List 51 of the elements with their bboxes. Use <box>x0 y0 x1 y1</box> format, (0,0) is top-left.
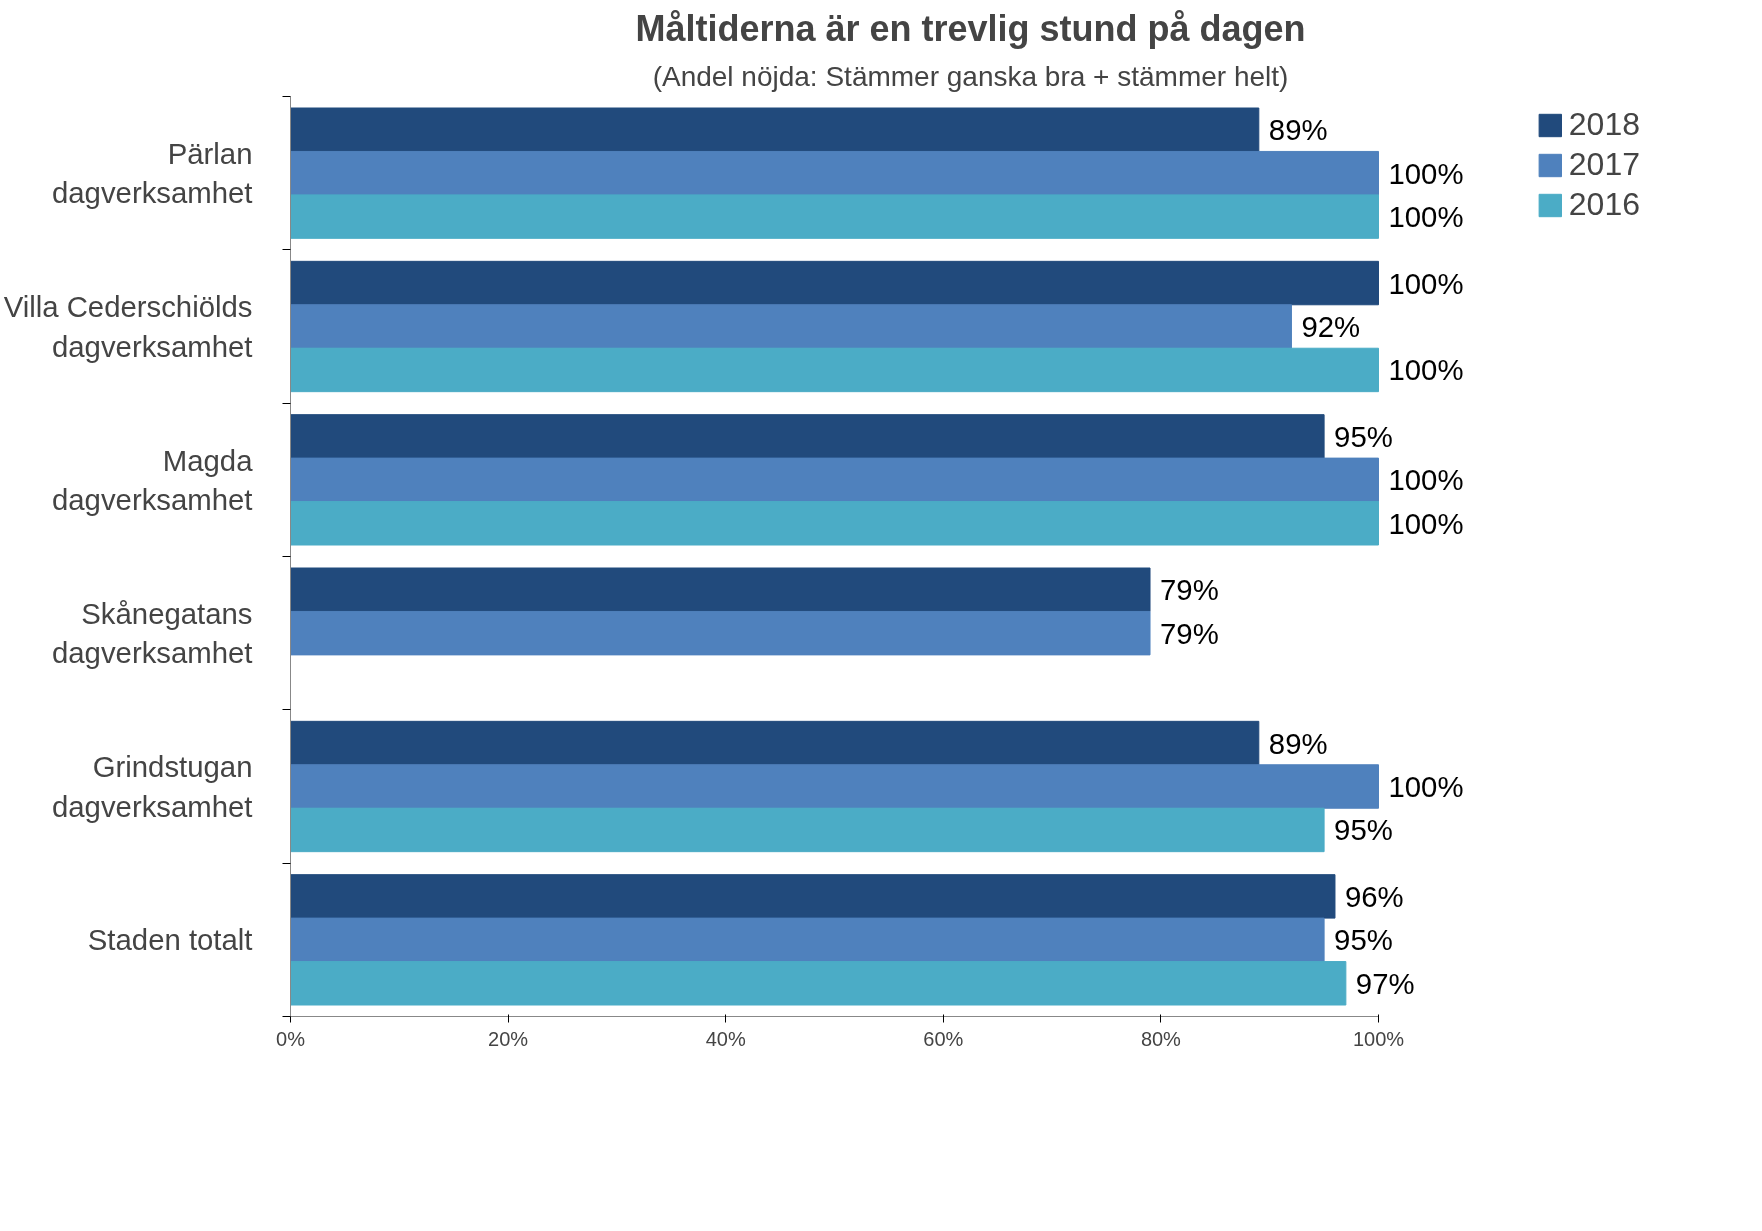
bar <box>290 610 1151 656</box>
x-tick-label: 80% <box>1140 1027 1182 1050</box>
data-label: 95% <box>1334 923 1393 957</box>
bar <box>290 807 1325 853</box>
bar <box>290 874 1336 919</box>
y-tick-label: Grindstugan dagverksamhet <box>51 750 253 823</box>
bar <box>290 107 1260 152</box>
data-label: 96% <box>1344 879 1404 913</box>
x-tick-label: 0% <box>276 1027 306 1050</box>
bar <box>290 764 1379 809</box>
bar <box>290 414 1325 459</box>
bar <box>290 347 1379 393</box>
x-tick-label: 60% <box>923 1027 964 1050</box>
y-tick-label: Staden totalt <box>87 923 253 957</box>
y-tick-label: Skånegatans dagverksamhet <box>51 596 253 670</box>
y-tick-label: Magda dagverksamhet <box>51 443 254 517</box>
data-label: 100% <box>1388 353 1464 387</box>
data-label: 100% <box>1388 770 1464 803</box>
data-label: 97% <box>1355 966 1415 1000</box>
data-label: 92% <box>1301 310 1361 343</box>
bar <box>290 194 1379 239</box>
bar <box>290 917 1325 963</box>
bar <box>290 567 1151 612</box>
legend-label: 2016 <box>1568 186 1640 223</box>
bar <box>290 720 1260 766</box>
y-tick-label: Pärlan dagverksamhet <box>51 136 253 210</box>
data-label: 100% <box>1388 506 1464 540</box>
data-label: 95% <box>1334 419 1393 453</box>
bar <box>290 457 1379 503</box>
data-label: 79% <box>1160 616 1219 650</box>
bar <box>290 260 1379 306</box>
y-tick-label: Villa Cederschiölds dagverksamhet <box>3 290 253 363</box>
data-label: 95% <box>1334 813 1393 847</box>
data-label: 100% <box>1388 463 1464 497</box>
chart-title: Måltiderna är en trevlig stund på dagen <box>635 7 1306 49</box>
data-label: 100% <box>1388 156 1464 190</box>
x-tick-label: 40% <box>705 1027 746 1050</box>
legend-label: 2017 <box>1568 146 1640 183</box>
chart-subtitle: (Andel nöjda: Stämmer ganska bra + stämmer helt) <box>652 60 1289 92</box>
data-label: 79% <box>1160 573 1219 607</box>
bar <box>290 961 1347 1006</box>
data-label: 100% <box>1388 200 1464 234</box>
x-tick-label: 20% <box>488 1027 529 1050</box>
bar <box>290 501 1379 546</box>
data-label: 100% <box>1388 266 1464 300</box>
bar <box>290 304 1292 349</box>
bar <box>290 150 1379 196</box>
x-tick-label: 100% <box>1352 1027 1405 1050</box>
legend-label: 2018 <box>1568 106 1640 143</box>
data-label: 89% <box>1268 726 1328 760</box>
data-label: 89% <box>1268 113 1328 147</box>
